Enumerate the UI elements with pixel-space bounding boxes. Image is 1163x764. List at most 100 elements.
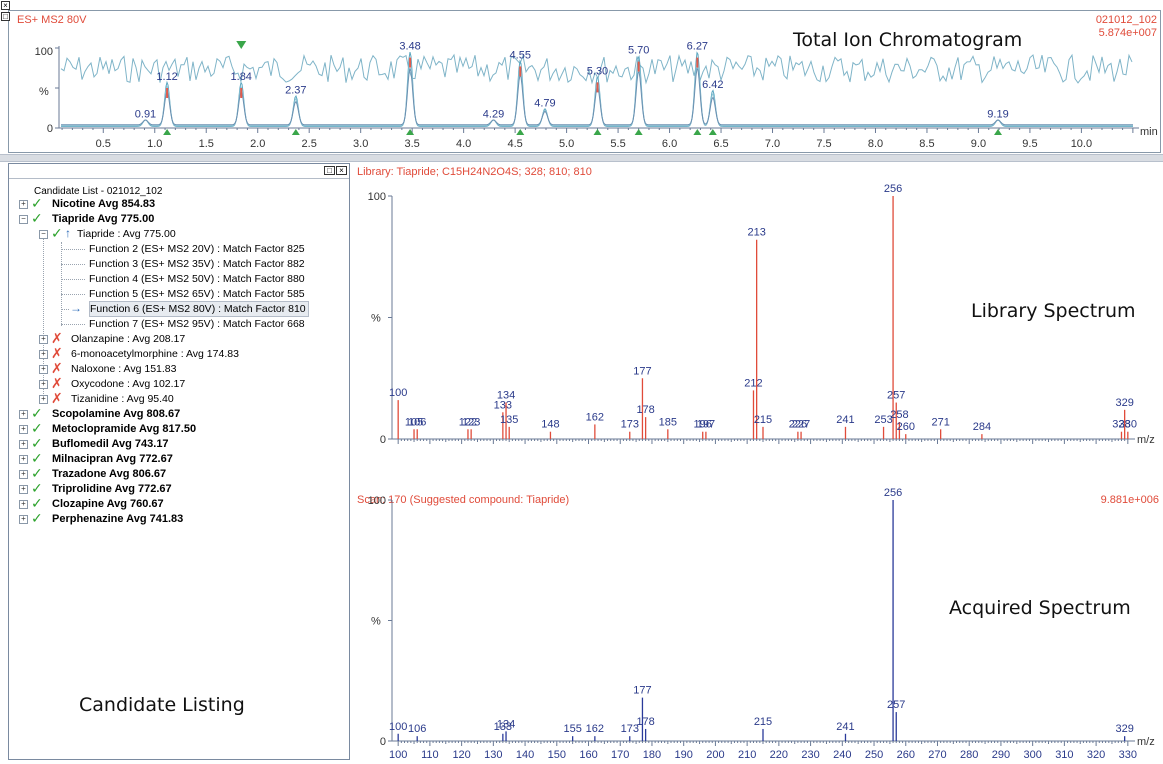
- tic-x-tick-label: 1.0: [147, 138, 162, 150]
- expand-icon[interactable]: +: [39, 335, 48, 344]
- expand-icon[interactable]: +: [19, 425, 28, 434]
- candidate-label: Oxycodone : Avg 102.17: [71, 378, 186, 390]
- library-peak-label: 100: [389, 387, 407, 399]
- acquired-peak-label: 155: [563, 723, 581, 735]
- expand-icon[interactable]: +: [19, 515, 28, 524]
- acquired-peak-label: 173: [621, 723, 639, 735]
- candidate-label: Function 6 (ES+ MS2 80V) : Match Factor …: [89, 301, 309, 317]
- candidate-list-title: Candidate List - 021012_102: [34, 186, 163, 197]
- acquired-peak-label: 177: [633, 685, 651, 697]
- tic-peak-label: 2.37: [285, 85, 306, 97]
- no-match-cross-icon: ✗: [51, 345, 63, 361]
- expand-icon[interactable]: +: [39, 380, 48, 389]
- tic-x-tick-label: 6.5: [713, 138, 728, 150]
- tic-chart[interactable]: 100% 0 0.5 1.0 1.5 2.0 2.5 3.0 3.5 4.0 4.5 5.0 5.5 6.…: [9, 11, 1161, 153]
- tree-guide-line: [43, 239, 44, 400]
- tic-peak-label: 9.19: [987, 109, 1008, 121]
- expand-icon[interactable]: +: [39, 365, 48, 374]
- tic-peak-label: 4.29: [483, 109, 504, 121]
- tic-x-unit: min: [1140, 126, 1158, 138]
- acquired-x-tick-label: 150: [548, 749, 566, 760]
- library-peak-label: 260: [897, 421, 915, 433]
- acquired-peak-label: 215: [754, 716, 772, 728]
- expand-icon[interactable]: +: [19, 455, 28, 464]
- candidate-label: Function 4 (ES+ MS2 50V) : Match Factor …: [89, 273, 305, 285]
- expand-icon[interactable]: +: [19, 485, 28, 494]
- expand-icon[interactable]: +: [19, 440, 28, 449]
- acquired-x-tick-label: 220: [770, 749, 788, 760]
- expand-icon[interactable]: +: [19, 200, 28, 209]
- tree-guide-line: [61, 294, 85, 295]
- acquired-x-tick-label: 280: [960, 749, 978, 760]
- tic-x-tick-label: 2.5: [302, 138, 317, 150]
- expand-icon[interactable]: +: [39, 395, 48, 404]
- tic-x-tick-label: 1.5: [199, 138, 214, 150]
- tic-y-zero-label: 0: [47, 123, 53, 135]
- restore-icon[interactable]: □: [1, 12, 10, 21]
- library-peak-label: 122: [459, 416, 477, 428]
- tic-peak-marker-icon: [163, 129, 172, 135]
- acquired-peak-label: 162: [586, 723, 604, 735]
- library-peak-label: 328: [1112, 419, 1130, 431]
- library-peak-label: 123: [462, 416, 480, 428]
- library-panel-title: Library Spectrum: [971, 300, 1136, 322]
- collapse-icon[interactable]: −: [39, 230, 48, 239]
- acquired-peak-label: 134: [497, 718, 515, 730]
- tic-peak-label: 1.12: [156, 71, 177, 83]
- tic-y-top-label: 100: [35, 46, 53, 58]
- library-peak-label: 148: [541, 419, 559, 431]
- tic-x-tick-label: 2.0: [250, 138, 265, 150]
- collapse-icon[interactable]: −: [19, 215, 28, 224]
- expand-icon[interactable]: +: [19, 410, 28, 419]
- library-peak-label: 162: [586, 411, 604, 423]
- tic-x-tick-label: 3.0: [353, 138, 368, 150]
- expand-icon[interactable]: +: [39, 350, 48, 359]
- candidate-label: Olanzapine : Avg 208.17: [71, 333, 186, 345]
- library-peak-label: 226: [789, 419, 807, 431]
- library-peak-label: 256: [884, 183, 902, 195]
- tree-guide-line: [61, 279, 85, 280]
- candidate-label: Nicotine Avg 854.83: [52, 198, 156, 210]
- chromatogram-pane: ES+ MS2 80V 021012_102 5.874e+007 Total …: [8, 10, 1161, 153]
- acquired-x-tick-label: 270: [928, 749, 946, 760]
- candidate-label: Milnacipran Avg 772.67: [52, 453, 173, 465]
- library-peak-label: 177: [633, 365, 651, 377]
- library-peak-label: 197: [697, 419, 715, 431]
- acquired-x-unit: m/z: [1137, 736, 1155, 748]
- acquired-x-tick-label: 110: [421, 749, 439, 760]
- acquired-x-tick-label: 320: [1087, 749, 1105, 760]
- restore-pane-icon[interactable]: □: [324, 166, 335, 175]
- acquired-peak-label: 133: [494, 721, 512, 733]
- tic-peak-trace: [61, 51, 1133, 127]
- acquired-x-tick-label: 330: [1119, 749, 1137, 760]
- tree-guide-line: [61, 249, 85, 250]
- expand-icon[interactable]: +: [19, 470, 28, 479]
- library-peak-label: 330: [1119, 419, 1137, 431]
- acquired-peak-label: 106: [408, 723, 426, 735]
- function-label: ES+ MS2 80V: [17, 14, 87, 26]
- acquired-x-tick-label: 290: [992, 749, 1010, 760]
- acquired-y-top-label: 100: [368, 495, 386, 507]
- close-icon[interactable]: ×: [1, 1, 10, 10]
- tic-x-tick-label: 3.5: [405, 138, 420, 150]
- tic-peak-marker-icon: [634, 129, 643, 135]
- acquired-peak-label: 329: [1115, 723, 1133, 735]
- candidate-label: Naloxone : Avg 151.83: [71, 363, 177, 375]
- expand-icon[interactable]: +: [19, 500, 28, 509]
- file-id-label: 021012_102: [1095, 14, 1157, 26]
- candidate-label: Tiapride : Avg 775.00: [77, 228, 176, 240]
- acquired-x-tick-label: 300: [1023, 749, 1041, 760]
- library-peak-label: 329: [1115, 397, 1133, 409]
- match-check-icon: ✓: [31, 510, 43, 526]
- no-match-cross-icon: ✗: [51, 375, 63, 391]
- tic-x-tick-label: 7.0: [765, 138, 780, 150]
- library-peak-label: 253: [874, 414, 892, 426]
- acquired-x-tick-label: 100: [389, 749, 407, 760]
- library-peak-label: 105: [405, 416, 423, 428]
- library-peak-label: 106: [408, 416, 426, 428]
- match-check-icon: ✓: [51, 225, 63, 241]
- close-pane-icon[interactable]: ×: [336, 166, 347, 175]
- horizontal-splitter[interactable]: [0, 154, 1163, 162]
